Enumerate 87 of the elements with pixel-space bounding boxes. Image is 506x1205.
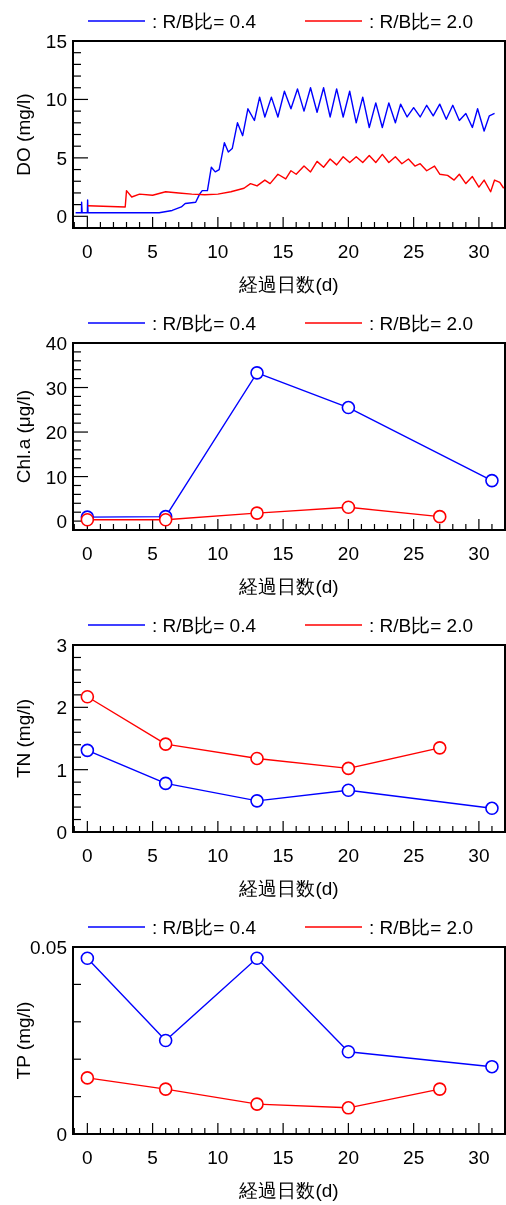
x-tick-label: 25 [403, 1147, 425, 1168]
y-axis-title: Chl.a (μg/l) [13, 389, 34, 484]
x-tick-label: 15 [272, 543, 294, 564]
point [341, 761, 356, 776]
x-axis-title: 経過日数(d) [238, 274, 339, 295]
x-tick-label: 0 [82, 1147, 93, 1168]
point [250, 951, 264, 966]
x-tick-label: 15 [272, 845, 294, 866]
point [80, 951, 95, 966]
legend-label: : R/B比= 0.4 [152, 917, 257, 938]
x-axis-title: 経過日数(d) [238, 1180, 339, 1201]
x-tick-label: 10 [207, 543, 229, 564]
y-axis-title: TN (mg/l) [13, 698, 34, 779]
point [341, 783, 356, 798]
y-tick-label: 30 [45, 377, 67, 399]
x-tick-label: 20 [337, 845, 359, 866]
x-tick-label: 25 [403, 543, 425, 564]
point [341, 1101, 356, 1115]
point [80, 1071, 95, 1085]
point [341, 500, 356, 515]
legend-label: : R/B比= 0.4 [152, 615, 257, 636]
y-axis-title: TP (mg/l) [13, 1001, 34, 1080]
point [432, 509, 447, 524]
x-tick-label: 5 [147, 845, 158, 866]
legend-label: : R/B比= 0.4 [152, 11, 257, 32]
legend-label: : R/B比= 0.4 [152, 313, 257, 334]
x-tick-label: 10 [207, 845, 229, 866]
point [341, 1044, 356, 1059]
point [158, 1082, 173, 1096]
x-tick-label: 25 [403, 241, 425, 262]
point [80, 743, 95, 758]
point [250, 751, 264, 766]
point [485, 1059, 499, 1074]
x-tick-label: 15 [272, 241, 294, 262]
x-tick-label: 30 [468, 543, 490, 564]
y-tick-label: 2 [56, 697, 67, 719]
point [432, 1082, 447, 1096]
y-tick-label: 0 [56, 206, 67, 228]
line-series [74, 87, 496, 214]
x-tick-label: 10 [207, 1147, 229, 1168]
point [158, 737, 173, 751]
point [432, 741, 447, 755]
x-tick-label: 5 [147, 241, 158, 262]
point [250, 1097, 264, 1111]
point [250, 506, 264, 520]
x-tick-label: 20 [337, 241, 359, 262]
x-tick-label: 25 [403, 845, 425, 866]
y-tick-label: 0 [56, 511, 67, 533]
x-tick-label: 15 [272, 1147, 294, 1168]
y-tick-label: 0 [56, 1124, 67, 1145]
y-tick-label: 10 [45, 466, 67, 488]
legend-label: : R/B比= 2.0 [369, 11, 474, 32]
legend-label: : R/B比= 2.0 [369, 917, 474, 938]
legend-label: : R/B比= 2.0 [369, 615, 474, 636]
point [158, 776, 173, 791]
y-tick-label: 20 [45, 422, 67, 444]
x-tick-label: 30 [468, 241, 490, 262]
x-tick-label: 0 [82, 543, 93, 564]
point [485, 473, 499, 488]
y-tick-label: 3 [56, 635, 67, 656]
x-tick-label: 10 [207, 241, 229, 262]
x-tick-label: 20 [337, 1147, 359, 1168]
x-axis-title: 経過日数(d) [238, 576, 339, 597]
point [250, 366, 264, 380]
x-tick-label: 0 [82, 241, 93, 262]
x-tick-label: 0 [82, 845, 93, 866]
point [80, 689, 95, 704]
point [485, 801, 499, 816]
y-tick-label: 5 [56, 147, 67, 169]
x-axis-title: 経過日数(d) [238, 878, 339, 899]
y-tick-label: 1 [56, 759, 67, 781]
line-series [87, 153, 505, 208]
y-tick-label: 40 [45, 333, 67, 354]
y-tick-label: 10 [45, 89, 67, 111]
y-tick-label: 15 [45, 31, 67, 52]
legend-label: : R/B比= 2.0 [369, 313, 474, 334]
x-tick-label: 5 [147, 1147, 158, 1168]
x-tick-label: 5 [147, 543, 158, 564]
x-tick-label: 30 [468, 1147, 490, 1168]
point [341, 400, 356, 415]
y-tick-label: 0 [56, 822, 67, 843]
y-tick-label: 0.05 [30, 937, 67, 958]
y-axis-title: DO (mg/l) [13, 93, 34, 176]
point [250, 794, 264, 808]
x-tick-label: 30 [468, 845, 490, 866]
x-tick-label: 20 [337, 543, 359, 564]
point [158, 1033, 173, 1048]
